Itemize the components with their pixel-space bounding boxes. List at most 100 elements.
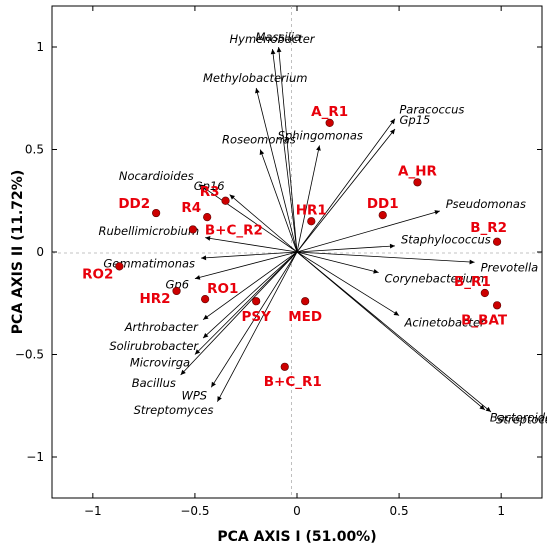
vector-head-bacteroides	[479, 404, 485, 410]
axis-ticks: −1 −0.5 0 0.5 1 −1 −0.5 0 0.5 1	[15, 6, 542, 518]
vector-nocardioides	[198, 184, 298, 253]
vector-label-bacillus: Bacillus	[132, 376, 176, 390]
vector-head-streptococcus	[485, 406, 491, 412]
vector-microvirga	[194, 251, 298, 355]
y-tick-label: 0.5	[25, 143, 44, 157]
vector-head-gemmatimonas	[201, 255, 207, 261]
vector-label-prevotella: Prevotella	[481, 260, 539, 274]
site-point-b-c-r2	[188, 225, 197, 234]
y-axis-title: PCA AXIS II (11.72%)	[10, 170, 26, 334]
site-points: A_R1 A_HR DD1 HR1 B_R2 B_R1 B_BAT MED PSY B+C_R1 R…	[82, 104, 508, 390]
vector-label-staphylococcus: Staphylococcus	[401, 233, 491, 247]
vector-label-hymenobacter: Hymenobacter	[229, 32, 315, 46]
x-tick-label: −0.5	[180, 504, 209, 518]
site-point-b-r1	[480, 288, 489, 298]
vector-head-rubellimicrobium	[205, 236, 211, 241]
vector-label-streptococcus: Streptococcus	[496, 412, 547, 426]
vector-acinetobacter	[296, 251, 400, 316]
site-label-a-hr: A_HR	[398, 163, 437, 179]
vector-label-sphingomonas: Sphingomonas	[278, 128, 363, 142]
vector-prevotella	[296, 251, 475, 263]
vector-label-massilia: Massilia	[255, 30, 301, 44]
vector-label-streptomyces: Streptomyces	[134, 403, 214, 417]
vector-head-corynebacterium	[373, 268, 379, 274]
vector-label-microvirga: Microvirga	[130, 355, 190, 369]
site-label-dd1: DD1	[367, 196, 399, 212]
vector-gp15	[296, 128, 396, 253]
vector-gp6	[194, 251, 298, 280]
vector-streptococcus	[296, 251, 492, 413]
vector-sphingomonas	[296, 145, 320, 253]
site-point-a-r1	[325, 118, 334, 127]
site-point-b-r2	[492, 237, 502, 246]
site-point-a-hr	[413, 178, 422, 187]
vector-label-paracoccus: Paracoccus	[399, 103, 464, 117]
site-label-psy: PSY	[241, 309, 271, 325]
site-label-b-r1: B_R1	[454, 274, 491, 290]
vector-label-bacteroides: Bacteroides	[490, 410, 547, 424]
vector-label-corynebacterium: Corynebacterium	[385, 271, 485, 285]
vector-label-pseudomonas: Pseudomonas	[446, 197, 526, 211]
x-axis-title: PCA AXIS I (51.00%)	[217, 529, 376, 545]
site-point-r4	[203, 213, 212, 222]
site-label-r4: R4	[181, 200, 201, 216]
site-point-b-c-r1	[280, 362, 289, 371]
vector-staphylococcus	[296, 245, 396, 253]
vector-wps	[210, 251, 298, 388]
x-tick-label: 0	[293, 504, 301, 518]
vector-head-nocardioides	[199, 184, 205, 190]
vector-methylobacterium	[255, 87, 298, 253]
vector-head-bacillus	[180, 369, 186, 375]
site-label-hr1: HR1	[296, 202, 327, 218]
site-label-dd2: DD2	[118, 196, 150, 212]
vector-hymenobacter	[272, 49, 298, 253]
y-tick-label: −0.5	[15, 348, 44, 362]
vector-label-nocardioides: Nocardioides	[119, 169, 194, 183]
x-tick-label: 1	[497, 504, 505, 518]
site-point-hr1	[307, 217, 316, 226]
vector-label-acinetobacter: Acinetobacter	[403, 316, 486, 330]
vector-label-gp16: Gp16	[194, 179, 225, 193]
vector-head-hymenobacter	[270, 49, 276, 55]
vector-roseomonas	[259, 149, 298, 253]
site-label-a-r1: A_R1	[311, 104, 348, 120]
vector-head-sphingomonas	[316, 145, 321, 151]
site-point-dd2	[152, 208, 161, 218]
site-label-b-bat: B_BAT	[461, 312, 508, 328]
vector-head-wps	[211, 381, 216, 388]
vector-pseudomonas	[296, 210, 441, 253]
y-tick-label: −1	[26, 450, 44, 464]
vector-arthrobacter	[202, 251, 298, 320]
vector-massilia	[278, 46, 298, 253]
vector-label-solirubrobacter: Solirubrobacter	[109, 339, 199, 353]
vector-head-acinetobacter	[393, 310, 400, 316]
vector-head-roseomonas	[259, 149, 265, 156]
vector-label-gp15: Gp15	[399, 113, 430, 127]
vector-bacillus	[180, 251, 298, 376]
vector-label-gp6: Gp6	[166, 278, 190, 292]
site-point-ro2	[115, 262, 124, 271]
vector-streptomyces	[217, 251, 298, 402]
vector-head-microvirga	[194, 349, 201, 355]
site-point-ro1	[201, 295, 210, 304]
vector-head-staphylococcus	[389, 243, 395, 249]
x-tick-label: −1	[84, 504, 102, 518]
y-tick-label: 0	[36, 245, 44, 259]
vector-label-methylobacterium: Methylobacterium	[203, 71, 308, 85]
site-point-dd1	[378, 211, 387, 220]
vector-gemmatimonas	[201, 251, 298, 259]
vector-head-massilia	[276, 47, 282, 53]
vector-rubellimicrobium	[205, 237, 298, 253]
site-point-hr2	[172, 286, 181, 296]
vector-label-wps: WPS	[181, 389, 207, 403]
site-point-b-bat	[492, 301, 502, 310]
vector-label-gemmatimonas: Gemmatimonas	[103, 256, 195, 270]
vector-label-arthrobacter: Arthrobacter	[124, 320, 199, 334]
vector-head-arthrobacter	[203, 314, 209, 320]
site-label-r3: R3	[200, 184, 220, 200]
vector-head-gp15	[390, 129, 395, 135]
vector-label-rubellimicrobium: Rubellimicrobium	[98, 224, 199, 238]
site-label-med: MED	[288, 309, 322, 325]
site-point-r3	[221, 196, 230, 205]
